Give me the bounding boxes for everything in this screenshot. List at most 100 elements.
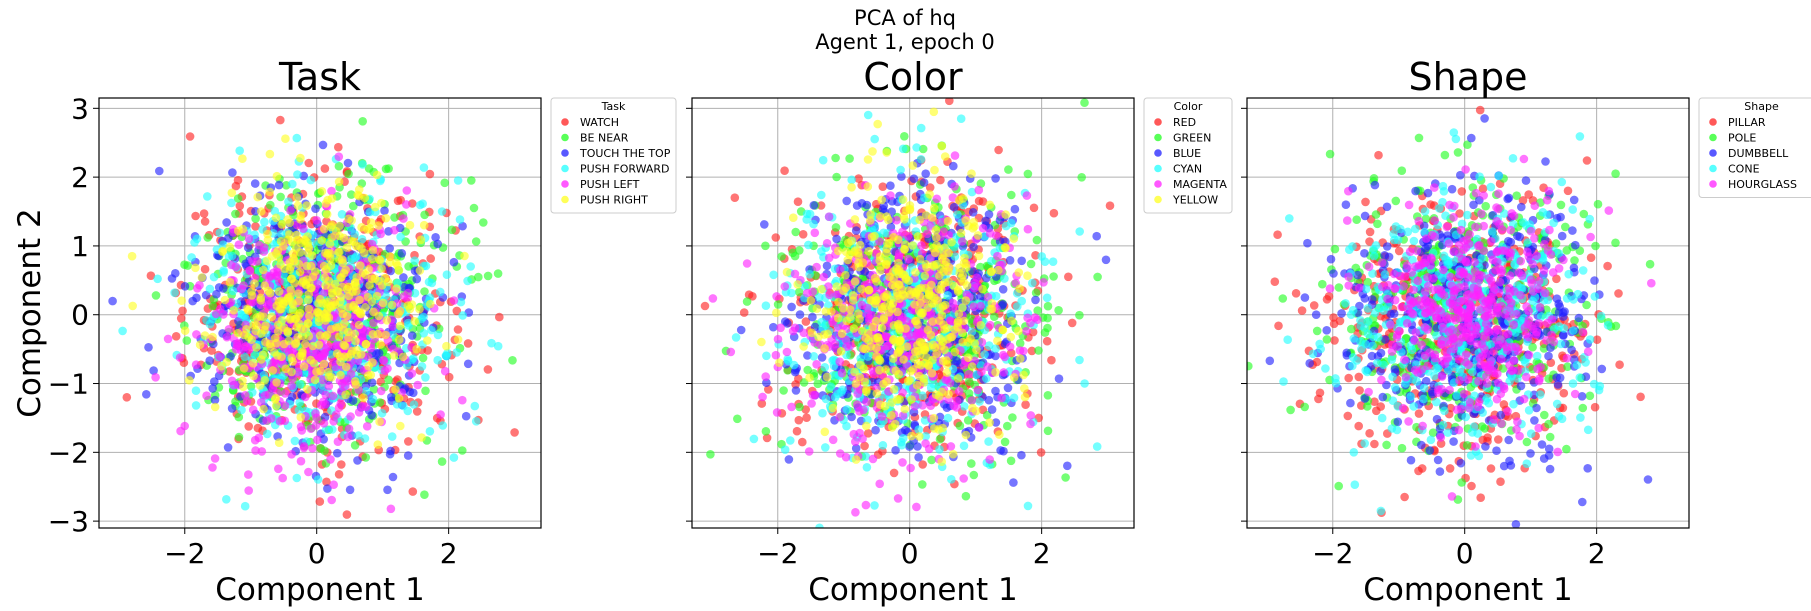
scatter-point-push-right xyxy=(274,287,284,296)
scatter-point-push-right xyxy=(287,274,297,283)
scatter-point-be-near xyxy=(420,287,429,296)
scatter-point-blue xyxy=(991,386,1000,396)
scatter-point-yellow xyxy=(1015,284,1024,294)
scatter-point-push-forward xyxy=(410,288,420,298)
scatter-point-push-left xyxy=(317,400,326,410)
scatter-point-watch xyxy=(342,510,352,519)
scatter-point-cyan xyxy=(802,215,811,224)
scatter-point-yellow xyxy=(943,216,953,226)
scatter-point-magenta xyxy=(812,262,821,272)
scatter-point-yellow xyxy=(843,238,853,248)
scatter-point-push-left xyxy=(348,534,357,543)
scatter-point-push-right xyxy=(375,255,384,264)
scatter-point-yellow xyxy=(889,321,899,330)
scatter-point-push-right xyxy=(415,266,425,275)
scatter-point-cyan xyxy=(780,445,790,455)
scatter-point-green xyxy=(1054,306,1063,315)
scatter-point-watch xyxy=(334,142,343,152)
scatter-point-be-near xyxy=(344,169,353,179)
scatter-point-yellow xyxy=(868,147,877,156)
scatter-point-cyan xyxy=(821,394,831,404)
scatter-point-cyan xyxy=(1009,393,1019,403)
scatter-point-yellow xyxy=(978,284,987,294)
scatter-point-touch-the-top xyxy=(386,266,396,276)
scatter-point-watch xyxy=(171,332,181,341)
scatter-point-push-right xyxy=(395,307,405,316)
scatter-point-be-near xyxy=(458,446,467,455)
scatter-point-push-left xyxy=(269,268,279,278)
scatter-point-be-near xyxy=(320,446,329,456)
scatter-point-push-right xyxy=(385,252,395,261)
scatter-point-push-right xyxy=(398,352,408,362)
scatter-point-magenta xyxy=(819,272,828,282)
scatter-point-push-right xyxy=(351,377,360,386)
scatter-point-push-forward xyxy=(410,256,420,266)
scatter-point-magenta xyxy=(758,392,767,402)
scatter-point-magenta xyxy=(912,502,921,512)
scatter-point-push-right xyxy=(302,261,312,271)
legend-marker xyxy=(561,133,569,142)
scatter-point-touch-the-top xyxy=(367,378,377,387)
scatter-point-watch xyxy=(176,314,186,323)
scatter-point-push-forward xyxy=(191,386,201,396)
scatter-point-watch xyxy=(253,423,263,433)
scatter-point-push-right xyxy=(279,339,289,349)
scatter-point-magenta xyxy=(1015,346,1025,355)
scatter-point-yellow xyxy=(841,270,850,280)
scatter-point-push-left xyxy=(245,266,255,276)
scatter-point-magenta xyxy=(959,474,968,483)
scatter-point-green xyxy=(1043,426,1053,436)
scatter-point-yellow xyxy=(857,326,867,336)
scatter-point-push-left xyxy=(234,240,244,249)
scatter-point-touch-the-top xyxy=(208,384,217,393)
scatter-point-yellow xyxy=(872,389,882,398)
scatter-point-magenta xyxy=(946,442,956,451)
scatter-point-blue xyxy=(769,322,778,332)
scatter-point-push-right xyxy=(296,153,305,163)
scatter-point-push-left xyxy=(262,416,271,425)
scatter-point-push-left xyxy=(313,280,323,289)
scatter-point-cyan xyxy=(878,441,888,450)
scatter-point-push-left xyxy=(329,480,339,490)
scatter-point-magenta xyxy=(708,294,718,303)
scatter-point-magenta xyxy=(812,360,821,369)
scatter-point-push-right xyxy=(325,239,335,249)
scatter-point-push-left xyxy=(323,342,333,352)
scatter-point-yellow xyxy=(807,328,817,338)
scatter-point-yellow xyxy=(940,152,950,161)
scatter-point-magenta xyxy=(967,396,977,405)
scatter-point-push-right xyxy=(337,255,347,264)
scatter-point-touch-the-top xyxy=(210,377,219,386)
scatter-point-red xyxy=(854,174,863,183)
scatter-point-yellow xyxy=(950,347,960,357)
scatter-point-push-left xyxy=(260,391,270,400)
y-tick-label: 2 xyxy=(71,161,89,194)
scatter-point-magenta xyxy=(868,454,878,464)
scatter-point-magenta xyxy=(991,231,1001,241)
scatter-point-push-right xyxy=(233,328,243,338)
scatter-point-push-right xyxy=(274,438,284,448)
scatter-point-touch-the-top xyxy=(412,274,422,284)
scatter-point-cyan xyxy=(1023,501,1033,511)
scatter-point-green xyxy=(1032,235,1042,245)
scatter-point-push-right xyxy=(342,285,352,294)
scatter-point-push-right xyxy=(355,242,364,251)
scatter-point-magenta xyxy=(978,224,988,233)
scatter-point-yellow xyxy=(1023,271,1032,281)
scatter-point-cyan xyxy=(749,434,759,444)
scatter-point-magenta xyxy=(832,290,842,299)
scatter-point-green xyxy=(1008,413,1017,422)
scatter-point-yellow xyxy=(903,377,913,386)
scatter-point-yellow xyxy=(1020,384,1029,393)
scatter-point-magenta xyxy=(776,323,785,333)
scatter-point-push-forward xyxy=(360,434,370,443)
scatter-point-magenta xyxy=(893,494,903,503)
scatter-point-cyan xyxy=(783,356,793,366)
scatter-point-yellow xyxy=(879,315,888,325)
scatter-point-green xyxy=(1077,173,1086,182)
scatter-point-push-right xyxy=(180,326,190,336)
scatter-point-touch-the-top xyxy=(458,221,467,231)
scatter-point-watch xyxy=(334,470,344,479)
legend-entry: BE NEAR xyxy=(580,132,629,145)
